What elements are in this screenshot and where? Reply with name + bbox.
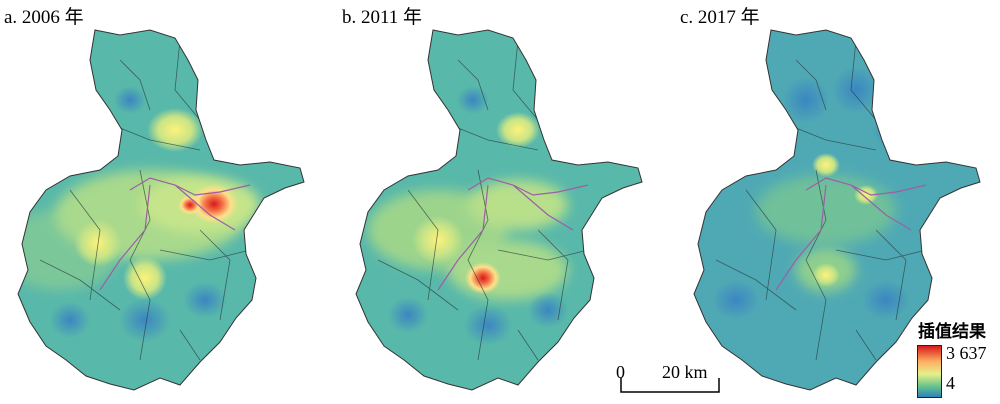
scale-zero-label: 0 [616,362,625,382]
legend-max-label: 3 637 [946,343,987,363]
panel-title-2006: a. 2006 年 [4,7,84,28]
legend-color-ramp [917,345,942,398]
legend-min-label: 4 [946,373,955,393]
map-panel-2011: b. 2011 年 [338,0,668,404]
panel-title-2017: c. 2017 年 [680,7,760,28]
map-panel-2017: c. 2017 年 [676,0,1000,404]
interpolation-map-2011 [355,29,643,391]
legend-title: 插值结果 [918,322,986,342]
interpolation-map-2017 [693,29,981,391]
scale-bar [620,378,720,393]
scale-distance-label: 20 km [662,362,708,382]
panel-title-2011: b. 2011 年 [342,7,423,28]
interpolation-map-2006 [17,29,305,391]
map-panel-2006: a. 2006 年 [0,0,330,404]
